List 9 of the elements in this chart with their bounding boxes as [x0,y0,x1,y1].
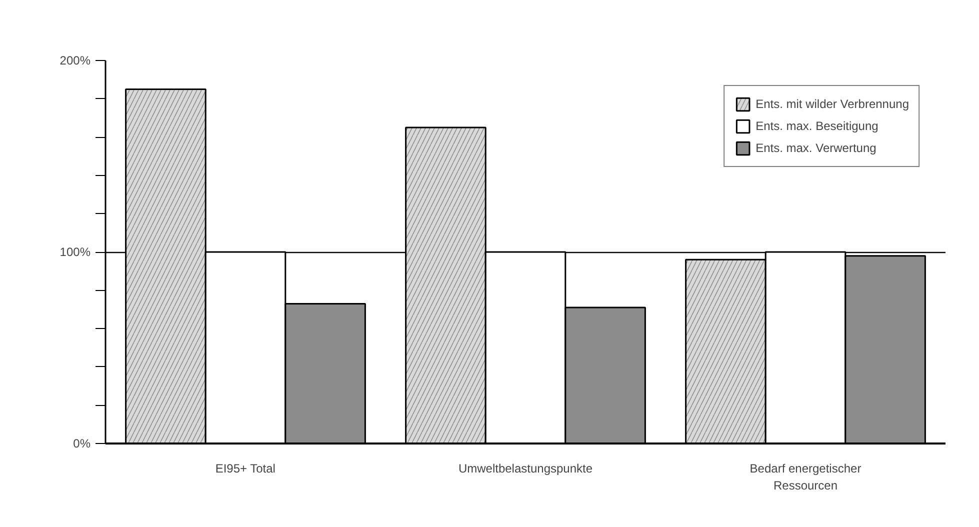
legend-label: Ents. max. Verwertung [756,141,876,155]
y-tick-label: 200% [60,54,91,68]
x-tick-label: Bedarf energetischer Ressourcen [750,462,862,492]
legend-label: Ents. mit wilder Verbrennung [756,97,909,111]
y-tick-label: 100% [60,245,91,259]
x-tick-label: EI95+ Total [215,462,276,476]
legend-label: Ents. max. Beseitigung [756,119,878,133]
y-tick-label: 0% [73,436,91,450]
x-tick-label: Umweltbelastungspunkte [458,462,593,476]
